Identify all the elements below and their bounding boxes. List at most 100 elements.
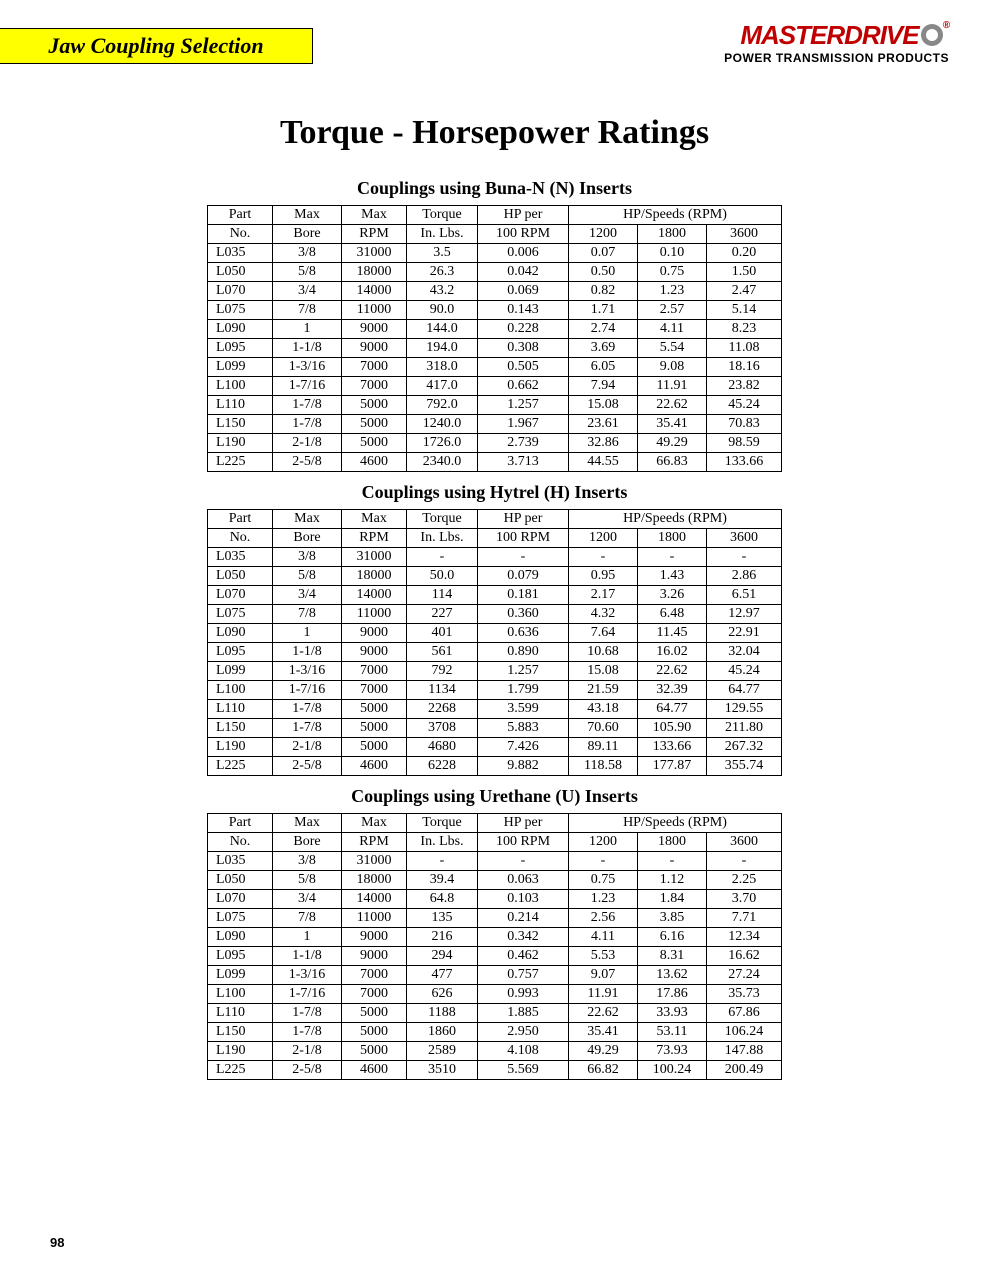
cell-hp100: 0.342 bbox=[478, 928, 569, 947]
cell-1800: 1.43 bbox=[638, 567, 707, 586]
cell-bore: 7/8 bbox=[273, 909, 342, 928]
cell-bore: 2-1/8 bbox=[273, 434, 342, 453]
table-row: L0991-3/1670004770.7579.0713.6227.24 bbox=[208, 966, 782, 985]
cell-hp100: 5.569 bbox=[478, 1061, 569, 1080]
col-3600: 3600 bbox=[707, 833, 782, 852]
cell-torque: 3708 bbox=[407, 719, 478, 738]
brand-text: MASTERDRIVE bbox=[740, 20, 918, 50]
cell-rpm: 5000 bbox=[342, 396, 407, 415]
cell-rpm: 5000 bbox=[342, 719, 407, 738]
cell-1200: 2.74 bbox=[569, 320, 638, 339]
cell-bore: 1-7/8 bbox=[273, 396, 342, 415]
cell-hp100: 1.885 bbox=[478, 1004, 569, 1023]
cell-1200: 21.59 bbox=[569, 681, 638, 700]
cell-3600: 3.70 bbox=[707, 890, 782, 909]
cell-hp100: 0.063 bbox=[478, 871, 569, 890]
cell-3600: 267.32 bbox=[707, 738, 782, 757]
cell-3600: 67.86 bbox=[707, 1004, 782, 1023]
cell-torque: 26.3 bbox=[407, 263, 478, 282]
cell-torque: 43.2 bbox=[407, 282, 478, 301]
col-bore-sub: Bore bbox=[273, 529, 342, 548]
cell-hp100: 0.360 bbox=[478, 605, 569, 624]
cell-1200: 118.58 bbox=[569, 757, 638, 776]
cell-part: L100 bbox=[208, 985, 273, 1004]
cell-bore: 2-1/8 bbox=[273, 1042, 342, 1061]
cell-hp100: 0.505 bbox=[478, 358, 569, 377]
cell-part: L035 bbox=[208, 244, 273, 263]
cell-torque: 64.8 bbox=[407, 890, 478, 909]
cell-hp100: 0.228 bbox=[478, 320, 569, 339]
cell-part: L075 bbox=[208, 605, 273, 624]
cell-1200: 4.32 bbox=[569, 605, 638, 624]
table-row: L1501-7/8500018602.95035.4153.11106.24 bbox=[208, 1023, 782, 1042]
col-rpm-sub: RPM bbox=[342, 529, 407, 548]
cell-3600: 32.04 bbox=[707, 643, 782, 662]
cell-torque: 318.0 bbox=[407, 358, 478, 377]
cell-torque: 216 bbox=[407, 928, 478, 947]
brand-logo: MASTERDRIVE® POWER TRANSMISSION PRODUCTS bbox=[724, 20, 949, 65]
cell-3600: 11.08 bbox=[707, 339, 782, 358]
cell-1200: 15.08 bbox=[569, 662, 638, 681]
cell-hp100: 9.882 bbox=[478, 757, 569, 776]
cell-hp100: 0.181 bbox=[478, 586, 569, 605]
cell-torque: 39.4 bbox=[407, 871, 478, 890]
cell-bore: 3/8 bbox=[273, 244, 342, 263]
col-bore-sub: Bore bbox=[273, 833, 342, 852]
cell-torque: 144.0 bbox=[407, 320, 478, 339]
cell-1200: 44.55 bbox=[569, 453, 638, 472]
cell-part: L090 bbox=[208, 928, 273, 947]
col-3600: 3600 bbox=[707, 529, 782, 548]
cell-1800: 22.62 bbox=[638, 396, 707, 415]
table-row: L1902-1/8500046807.42689.11133.66267.32 bbox=[208, 738, 782, 757]
cell-hp100: 0.462 bbox=[478, 947, 569, 966]
cell-bore: 2-5/8 bbox=[273, 757, 342, 776]
col-bore: Max bbox=[273, 206, 342, 225]
table-row: L0991-3/167000318.00.5056.059.0818.16 bbox=[208, 358, 782, 377]
cell-hp100: 0.662 bbox=[478, 377, 569, 396]
cell-3600: 6.51 bbox=[707, 586, 782, 605]
cell-part: L090 bbox=[208, 320, 273, 339]
cell-torque: 3510 bbox=[407, 1061, 478, 1080]
cell-part: L050 bbox=[208, 263, 273, 282]
col-hpspeeds: HP/Speeds (RPM) bbox=[569, 510, 782, 529]
cell-part: L050 bbox=[208, 871, 273, 890]
cell-1200: 23.61 bbox=[569, 415, 638, 434]
col-1800: 1800 bbox=[638, 833, 707, 852]
cell-rpm: 7000 bbox=[342, 358, 407, 377]
cell-1200: 43.18 bbox=[569, 700, 638, 719]
cell-hp100: 0.143 bbox=[478, 301, 569, 320]
cell-hp100: 1.799 bbox=[478, 681, 569, 700]
cell-part: L225 bbox=[208, 453, 273, 472]
cell-rpm: 5000 bbox=[342, 738, 407, 757]
cell-1800: 33.93 bbox=[638, 1004, 707, 1023]
cell-rpm: 7000 bbox=[342, 662, 407, 681]
cell-rpm: 31000 bbox=[342, 852, 407, 871]
cell-rpm: 11000 bbox=[342, 301, 407, 320]
table-row: L1501-7/850001240.01.96723.6135.4170.83 bbox=[208, 415, 782, 434]
cell-1200: 32.86 bbox=[569, 434, 638, 453]
cell-1200: 10.68 bbox=[569, 643, 638, 662]
cell-torque: 2340.0 bbox=[407, 453, 478, 472]
cell-rpm: 9000 bbox=[342, 928, 407, 947]
cell-1800: 3.85 bbox=[638, 909, 707, 928]
table-row: L0757/8110001350.2142.563.857.71 bbox=[208, 909, 782, 928]
cell-rpm: 5000 bbox=[342, 434, 407, 453]
cell-1200: 89.11 bbox=[569, 738, 638, 757]
cell-3600: 64.77 bbox=[707, 681, 782, 700]
cell-torque: 114 bbox=[407, 586, 478, 605]
cell-bore: 1-7/8 bbox=[273, 415, 342, 434]
table-row: L0703/41400064.80.1031.231.843.70 bbox=[208, 890, 782, 909]
cell-1800: 9.08 bbox=[638, 358, 707, 377]
cell-1200: 3.69 bbox=[569, 339, 638, 358]
cell-bore: 1-1/8 bbox=[273, 339, 342, 358]
cell-torque: 1240.0 bbox=[407, 415, 478, 434]
cell-part: L225 bbox=[208, 757, 273, 776]
col-bore-sub: Bore bbox=[273, 225, 342, 244]
cell-3600: 2.86 bbox=[707, 567, 782, 586]
table-row: L0703/4140001140.1812.173.266.51 bbox=[208, 586, 782, 605]
cell-part: L225 bbox=[208, 1061, 273, 1080]
table-row: L1101-7/8500011881.88522.6233.9367.86 bbox=[208, 1004, 782, 1023]
cell-1200: 49.29 bbox=[569, 1042, 638, 1061]
table-row: L090190004010.6367.6411.4522.91 bbox=[208, 624, 782, 643]
cell-rpm: 18000 bbox=[342, 871, 407, 890]
